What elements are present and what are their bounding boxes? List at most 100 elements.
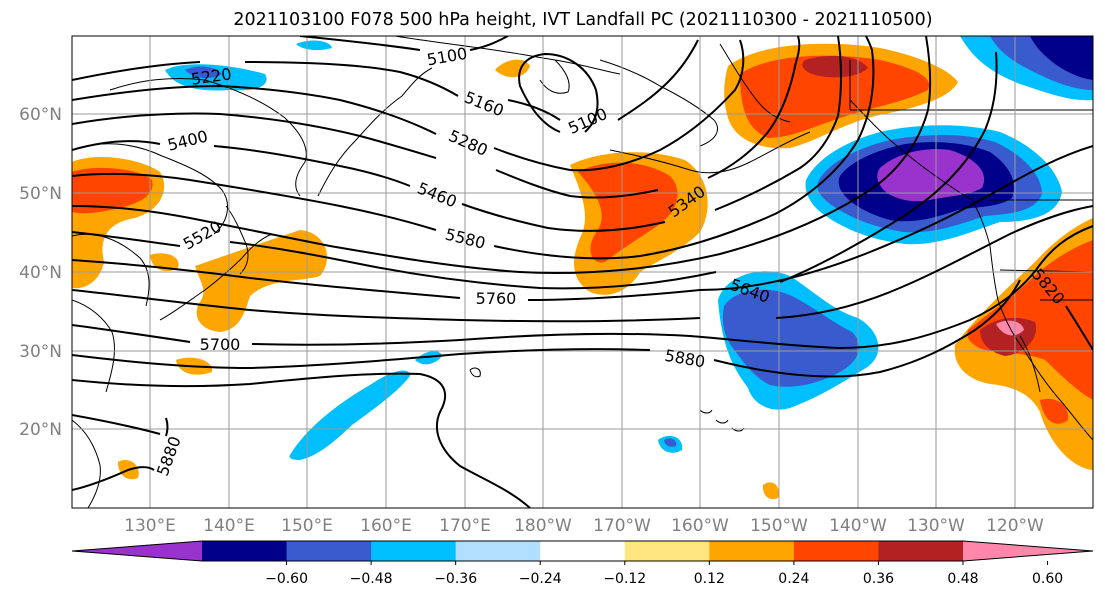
lat-tick-label: 40°N [19, 263, 62, 283]
colorbar-swatch [793, 541, 879, 561]
height-contour [72, 225, 1093, 350]
height-contour [72, 39, 699, 121]
height-contour [72, 36, 842, 232]
colorbar-swatch [540, 541, 626, 561]
height-contour [299, 36, 509, 51]
height-contour [72, 36, 875, 260]
colorbar-swatch [202, 541, 288, 561]
lon-tick-label: 130°W [907, 516, 965, 536]
negative-anomaly-region [722, 289, 860, 387]
lon-tick-label: 120°W [986, 516, 1044, 536]
colorbar-outline [71, 540, 1094, 562]
colorbar: −0.60 −0.48 −0.36 −0.24 −0.12 0.12 0.24 0.36 0.4… [71, 540, 1094, 587]
coastline [72, 419, 101, 508]
positive-anomaly-region [195, 230, 328, 332]
colorbar-tick-label: −0.12 [603, 571, 646, 587]
colorbar-extend-low [72, 541, 202, 561]
coastline [971, 199, 1025, 351]
height-contour [72, 36, 801, 199]
lat-axis: 20°N 30°N 40°N 50°N 60°N [19, 105, 62, 440]
lat-tick-label: 60°N [19, 105, 62, 125]
coastline [539, 59, 570, 94]
height-contour [518, 52, 599, 133]
lat-tick-label: 20°N [19, 420, 62, 440]
lon-tick-label: 180°W [514, 516, 572, 536]
coastline [849, 99, 973, 201]
lat-tick-label: 50°N [19, 184, 62, 204]
coastline [72, 299, 115, 393]
coastline [599, 59, 718, 147]
height-contour [72, 51, 998, 290]
colorbar-tick-label: 0.36 [863, 571, 894, 587]
colorbar-tick-label: 0.12 [694, 571, 725, 587]
gridlines [72, 36, 1093, 508]
lon-axis: 130°E 140°E 150°E 160°E 170°E 180°W 170°… [124, 516, 1044, 536]
negative-anomaly-region [415, 351, 442, 365]
positive-anomaly-region [495, 59, 530, 78]
contour-label: 5700 [200, 335, 241, 354]
negative-anomaly-region [185, 66, 222, 79]
height-contour [72, 145, 1093, 301]
colorbar-tick-label: −0.48 [350, 571, 393, 587]
positive-anomaly-region [578, 162, 678, 263]
colorbar-tick-label: 0.24 [778, 571, 809, 587]
colorbar-tick-label: −0.36 [434, 571, 477, 587]
height-contour [72, 205, 1093, 323]
coastline [469, 367, 481, 378]
contour-label: 5760 [476, 289, 517, 308]
positive-anomaly-region [802, 55, 868, 78]
height-contour [72, 36, 932, 275]
coastline [849, 60, 1093, 111]
coastline [109, 78, 307, 197]
coastline [719, 43, 791, 123]
colorbar-extend-high [963, 541, 1093, 561]
height-contour [72, 279, 1093, 378]
height-contour [72, 414, 161, 435]
lon-tick-label: 160°W [671, 516, 729, 536]
positive-anomaly-region [967, 240, 1093, 400]
coastline [394, 36, 621, 75]
coastline [72, 143, 229, 235]
lon-tick-label: 160°E [360, 516, 412, 536]
positive-anomaly-region [72, 167, 153, 214]
lon-tick-label: 150°W [750, 516, 808, 536]
colorbar-tick-label: −0.60 [265, 571, 308, 587]
colorbar-tick-label: 0.48 [947, 571, 978, 587]
coastline [1019, 335, 1041, 393]
colorbar-tick-label: 0.60 [1032, 571, 1063, 587]
height-contour [72, 372, 531, 508]
positive-anomaly-region [740, 55, 930, 138]
lon-tick-label: 140°E [203, 516, 255, 536]
colorbar-swatch [371, 541, 457, 561]
colorbar-swatch [878, 541, 964, 561]
lon-tick-label: 140°W [829, 516, 887, 536]
height-contours [72, 36, 1093, 508]
ivt-anomaly-fill [72, 36, 1093, 500]
negative-anomaly-region [1030, 36, 1093, 80]
lon-tick-label: 150°E [281, 516, 333, 536]
negative-anomaly-region [289, 370, 410, 460]
colorbar-swatch [709, 541, 795, 561]
map-title: 2021103100 F078 500 hPa height, IVT Land… [233, 10, 932, 30]
coastline [609, 131, 811, 174]
lat-tick-label: 30°N [19, 342, 62, 362]
colorbar-tick-label: −0.24 [519, 571, 562, 587]
negative-anomaly-region [664, 438, 677, 447]
negative-anomaly-region [877, 148, 985, 202]
colorbar-swatch [624, 541, 710, 561]
height-contour [72, 39, 745, 172]
colorbar-swatch [286, 541, 372, 561]
lon-tick-label: 170°W [593, 516, 651, 536]
map-area: 5100 5100 5160 5220 5280 5340 5400 5460 … [72, 36, 1093, 508]
positive-anomaly-region [762, 482, 779, 500]
lon-tick-label: 170°E [439, 516, 491, 536]
negative-anomaly-region [296, 40, 332, 51]
map-frame [71, 35, 1094, 509]
lon-tick-label: 130°E [124, 516, 176, 536]
height-contour [72, 417, 169, 491]
colorbar-swatch [455, 541, 541, 561]
coastline [317, 67, 433, 197]
contour-labels: 5100 5100 5160 5220 5280 5340 5400 5460 … [153, 44, 1069, 479]
positive-anomaly-region [1040, 398, 1069, 424]
